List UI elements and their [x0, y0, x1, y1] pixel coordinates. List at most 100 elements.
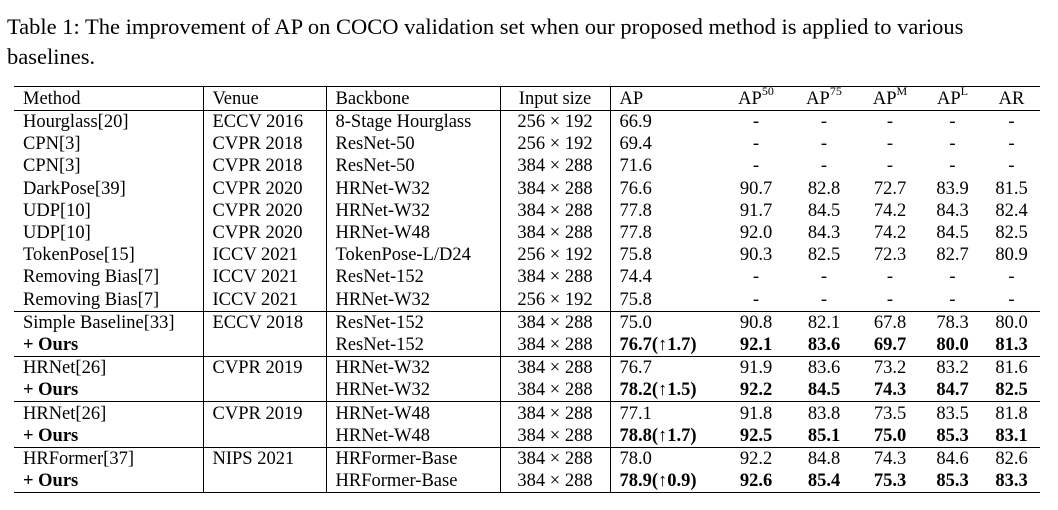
cell-ap75: - — [820, 156, 828, 177]
header-apl: APL — [922, 85, 983, 111]
cell-ap50: 91.9 — [722, 356, 790, 380]
cell-ap75: - — [820, 267, 828, 288]
cell-ap: 69.4 — [619, 134, 652, 155]
cell-ap: 76.7 — [610, 356, 722, 380]
cell-venue — [203, 333, 327, 357]
cell-ar: 80.0 — [983, 310, 1040, 334]
cell-input-size: 384 × 288 — [500, 266, 611, 289]
table-row: Removing Bias[7] ICCV 2021 HRNet-W32 256 × … — [14, 288, 1040, 312]
cell-backbone: HRNet-W32 — [326, 356, 501, 380]
cell-ap50: - — [752, 267, 760, 288]
cell-venue — [203, 424, 327, 448]
cell-apm: - — [886, 156, 894, 177]
cell-apl: 83.2 — [922, 356, 983, 380]
cell-ap: 66.9 — [619, 112, 652, 133]
cell-backbone: TokenPose-L/D24 — [326, 244, 501, 267]
cell-ap: 78.2(↑1.5) — [619, 380, 697, 401]
cell-venue: CVPR 2019 — [203, 356, 327, 380]
cell-backbone: HRNet-W32 — [326, 379, 501, 402]
cell-ar: 82.5 — [995, 380, 1028, 401]
header-ap50: AP50 — [722, 85, 790, 111]
cell-ar: 82.5 — [995, 223, 1028, 244]
cell-ap50: 92.2 — [722, 446, 790, 470]
header-input-size: Input size — [500, 86, 611, 111]
cell-apm: 75.0 — [873, 425, 907, 446]
cell-method: Hourglass[20] — [14, 110, 204, 134]
cell-ap50: - — [752, 289, 760, 310]
cell-ap50: - — [752, 156, 760, 177]
cell-venue: CVPR 2018 — [203, 155, 327, 178]
cell-venue: ECCV 2018 — [203, 310, 327, 334]
cell-apm: - — [886, 267, 894, 288]
cell-ap50: - — [752, 112, 760, 133]
table-row: Simple Baseline[33] ECCV 2018 ResNet-152 38… — [14, 310, 1040, 334]
cell-backbone: HRNet-W48 — [326, 401, 501, 425]
cell-input-size: 384 × 288 — [500, 401, 611, 425]
cell-ap50: - — [752, 134, 760, 155]
cell-apl: 78.3 — [922, 310, 983, 334]
table-row: + Ours ResNet-152 384 × 288 76.7(↑1.7) 92.1 8… — [14, 333, 1040, 357]
header-row: Method Venue Backbone Input size AP AP50… — [14, 85, 1040, 111]
cell-ap: 74.4 — [619, 267, 652, 288]
cell-ap50: 90.3 — [739, 245, 773, 266]
table-row: CPN[3] CVPR 2018 ResNet-50 384 × 288 71.6 - - -… — [14, 155, 1040, 178]
cell-apl: 84.3 — [936, 200, 969, 221]
header-method: Method — [14, 86, 204, 111]
cell-ar: - — [1008, 134, 1015, 155]
cell-backbone: ResNet-50 — [326, 155, 501, 178]
cell-method: + Ours — [14, 424, 204, 448]
cell-ap75: 84.5 — [807, 200, 841, 221]
cell-venue: NIPS 2021 — [203, 446, 327, 470]
cell-ap: 71.6 — [619, 156, 652, 177]
cell-ar: 81.6 — [983, 356, 1040, 380]
cell-input-size: 384 × 288 — [500, 310, 611, 334]
cell-ar: 83.1 — [995, 425, 1028, 446]
table-row: + Ours HRFormer-Base 384 × 288 78.9(↑0.9) 92… — [14, 470, 1040, 494]
cell-backbone: HRFormer-Base — [326, 446, 501, 470]
cell-venue: ICCV 2021 — [203, 244, 327, 267]
cell-apl: - — [949, 289, 956, 310]
table-caption: Table 1: The improvement of AP on COCO v… — [7, 14, 964, 69]
cell-apl: 84.5 — [936, 223, 969, 244]
cell-ap: 76.7(↑1.7) — [619, 334, 697, 355]
cell-ar: 83.3 — [983, 470, 1040, 494]
table-body: Hourglass[20] ECCV 2016 8-Stage Hourglass 2… — [14, 110, 1040, 494]
cell-venue: CVPR 2020 — [203, 221, 327, 245]
cell-ap75: 84.5 — [807, 380, 841, 401]
cell-ap75: - — [820, 289, 828, 310]
cell-method: HRNet[26] — [14, 356, 204, 380]
cell-ar: - — [1008, 289, 1015, 310]
cell-venue: CVPR 2020 — [203, 177, 327, 200]
cell-ar: - — [1008, 267, 1015, 288]
cell-method: TokenPose[15] — [14, 244, 204, 267]
table-row: DarkPose[39] CVPR 2020 HRNet-W32 384 × 288 7… — [14, 177, 1040, 200]
table-row: TokenPose[15] ICCV 2021 TokenPose-L/D24 256… — [14, 244, 1040, 267]
table-row: HRFormer[37] NIPS 2021 HRFormer-Base 384 × … — [14, 446, 1040, 470]
cell-ap: 75.0 — [610, 310, 722, 334]
cell-apm: 73.2 — [858, 356, 922, 380]
cell-apl: 84.7 — [936, 380, 969, 401]
cell-input-size: 384 × 288 — [500, 424, 611, 448]
header-backbone: Backbone — [326, 86, 501, 111]
cell-ap: 77.1 — [610, 401, 722, 425]
cell-apm: - — [886, 134, 894, 155]
cell-apl: - — [949, 267, 956, 288]
cell-ap: 78.9(↑0.9) — [610, 470, 722, 494]
cell-apl: 82.7 — [936, 245, 969, 266]
cell-backbone: ResNet-152 — [326, 310, 501, 334]
cell-ar: - — [1008, 156, 1015, 177]
cell-ar: 81.5 — [995, 178, 1028, 199]
cell-method: Removing Bias[7] — [14, 266, 204, 289]
header-venue: Venue — [203, 86, 327, 111]
table-row: + Ours HRNet-W32 384 × 288 78.2(↑1.5) 92.2 84… — [14, 379, 1040, 402]
cell-backbone: HRNet-W32 — [326, 288, 501, 312]
cell-backbone: ResNet-152 — [326, 266, 501, 289]
cell-ap50: 91.7 — [739, 200, 773, 221]
cell-backbone: HRFormer-Base — [326, 470, 501, 494]
table-row: + Ours HRNet-W48 384 × 288 78.8(↑1.7) 92.5 85… — [14, 424, 1040, 448]
cell-apm: 74.2 — [873, 223, 907, 244]
cell-ap50: 92.0 — [739, 223, 773, 244]
cell-ap50: 92.6 — [722, 470, 790, 494]
cell-ap75: 85.4 — [790, 470, 858, 494]
results-table: Method Venue Backbone Input size AP AP50… — [14, 85, 1040, 494]
